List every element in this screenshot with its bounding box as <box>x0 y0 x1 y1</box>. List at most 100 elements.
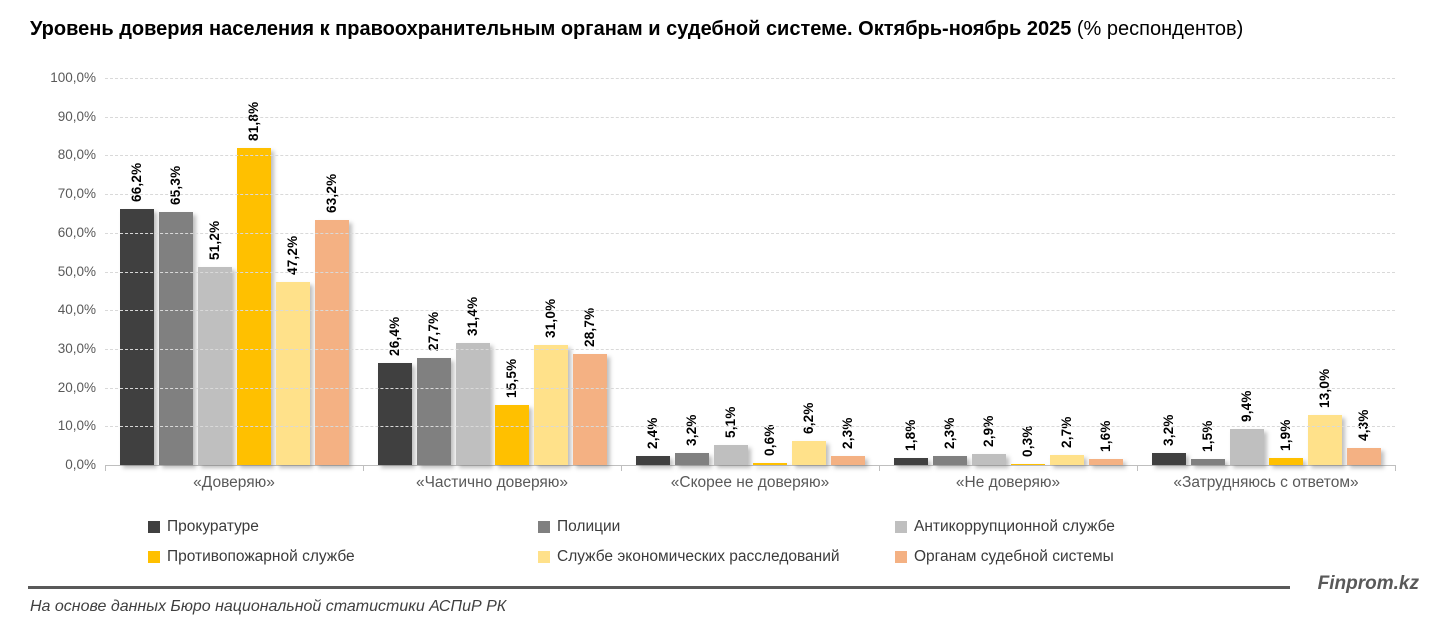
plot-area: 66,2% 65,3% 51,2% 81,8% 47,2% 63,2% 26,4% 27,7%… <box>105 78 1396 471</box>
bar: 31,4% <box>455 297 490 465</box>
bar: 4,3% <box>1346 410 1381 465</box>
y-axis-tick-label: 30,0% <box>57 340 96 356</box>
gridline <box>105 310 1395 312</box>
y-axis-tick-label: 20,0% <box>57 379 96 395</box>
gridline <box>105 155 1395 157</box>
bar-value-label: 31,4% <box>465 297 480 337</box>
bar-value-label: 27,7% <box>426 311 441 351</box>
bar-value-label: 31,0% <box>543 298 558 339</box>
footer-divider <box>28 586 1290 589</box>
bar: 0,6% <box>752 424 787 465</box>
bar: 2,4% <box>635 417 670 465</box>
bar-groups: 66,2% 65,3% 51,2% 81,8% 47,2% 63,2% 26,4% 27,7%… <box>105 78 1396 471</box>
legend: Прокуратуре Полиции Антикоррупционной служ… <box>148 518 1115 566</box>
legend-marker <box>148 551 160 563</box>
chart-title-suffix: (% респондентов) <box>1071 18 1244 40</box>
bar: 26,4% <box>377 317 412 465</box>
bar-value-label: 51,2% <box>207 220 222 260</box>
bar: 13,0% <box>1307 368 1342 465</box>
bar-value-label: 28,7% <box>582 307 597 347</box>
bar: 47,2% <box>275 236 310 465</box>
bar: 63,2% <box>314 174 349 465</box>
y-axis-tick-label: 0,0% <box>65 457 96 472</box>
bar: 65,3% <box>158 166 193 465</box>
bar-value-label: 1,6% <box>1098 420 1113 452</box>
category-label: «Частично доверяю» <box>415 474 569 491</box>
legend-label: Органам судебной системы <box>914 548 1114 565</box>
bar-value-label: 47,2% <box>285 236 300 276</box>
legend-item: Противопожарной службе <box>148 548 538 566</box>
source-note: На основе данных Бюро национальной стати… <box>30 598 507 615</box>
bar: 1,6% <box>1088 420 1123 465</box>
bar: 51,2% <box>197 221 232 465</box>
bar: 2,9% <box>971 415 1006 465</box>
bar-value-label: 5,1% <box>723 406 738 439</box>
gridline <box>105 78 1395 79</box>
legend-item: Антикоррупционной службе <box>895 518 1115 536</box>
bar: 9,4% <box>1229 390 1264 465</box>
bar: 5,1% <box>713 407 748 465</box>
legend-item: Полиции <box>538 518 895 536</box>
category-label: «Затрудняюсь с ответом» <box>1173 474 1359 491</box>
bar: 28,7% <box>572 308 607 465</box>
gridline <box>105 232 1395 234</box>
legend-label: Антикоррупционной службе <box>914 518 1115 535</box>
bar: 2,3% <box>830 418 865 465</box>
bar: 81,8% <box>236 102 271 465</box>
bar: 31,0% <box>533 299 568 465</box>
bar: 15,5% <box>494 359 529 465</box>
bar-value-label: 9,4% <box>1239 390 1254 422</box>
bar: 27,7% <box>416 312 451 465</box>
bar-value-label: 81,8% <box>246 102 261 142</box>
bar: 6,2% <box>791 402 826 465</box>
legend-marker <box>538 551 550 563</box>
bar-value-label: 0,3% <box>1020 425 1035 457</box>
bar-value-label: 66,2% <box>129 162 144 202</box>
bar-value-label: 2,4% <box>645 417 660 449</box>
legend-marker <box>538 521 550 533</box>
chart-title-main: Уровень доверия населения к правоохранит… <box>30 18 1072 40</box>
legend-label: Полиции <box>557 518 621 535</box>
legend-label: Службе экономических расследований <box>557 548 840 565</box>
legend-label: Прокуратуре <box>167 518 259 535</box>
gridline <box>105 194 1395 196</box>
legend-marker <box>895 551 907 563</box>
bar-value-label: 1,8% <box>903 419 918 452</box>
bar: 66,2% <box>119 163 154 465</box>
category-label: «Скорее не доверяю» <box>670 474 830 491</box>
bar: 1,8% <box>893 419 928 465</box>
brand-label: Finprom.kz <box>1317 573 1419 594</box>
gridline <box>105 271 1395 273</box>
bar-group: 26,4% 27,7% 31,4% 15,5% 31,0% 28,7% <box>363 78 622 471</box>
bar-group: 2,4% 3,2% 5,1% 0,6% 6,2% 2,3% <box>621 78 880 471</box>
y-axis-tick-label: 10,0% <box>57 418 96 434</box>
bar-value-label: 65,3% <box>168 166 183 206</box>
bar-value-label: 2,9% <box>981 415 996 447</box>
gridline <box>105 348 1395 350</box>
category-label: «Не доверяю» <box>955 474 1061 491</box>
bar: 1,5% <box>1190 421 1225 465</box>
bar-value-label: 3,2% <box>1161 414 1176 446</box>
bar: 2,3% <box>932 418 967 465</box>
category-label: «Доверяю» <box>193 474 275 491</box>
bar-value-label: 26,4% <box>387 316 402 356</box>
y-axis-tick-label: 40,0% <box>57 302 96 318</box>
legend-item: Прокуратуре <box>148 518 538 536</box>
legend-label: Противопожарной службе <box>167 548 355 565</box>
bar-value-label: 3,2% <box>684 414 699 446</box>
bar-group: 1,8% 2,3% 2,9% 0,3% 2,7% 1,6% <box>879 78 1138 471</box>
y-axis-tick-label: 80,0% <box>57 147 96 163</box>
bar-value-label: 0,6% <box>762 424 777 456</box>
legend-marker <box>895 521 907 533</box>
bar: 2,7% <box>1049 416 1084 465</box>
bar-value-label: 2,3% <box>840 417 855 450</box>
bar-value-label: 1,9% <box>1278 419 1293 451</box>
bar-value-label: 2,3% <box>942 417 957 450</box>
x-axis-category-labels: «Доверяю» «Частично доверяю» «Скорее не до… <box>105 474 1395 492</box>
legend-item: Службе экономических расследований <box>538 548 895 566</box>
bar-group: 3,2% 1,5% 9,4% 1,9% 13,0% 4,3% <box>1137 78 1396 471</box>
bar-value-label: 6,2% <box>801 402 816 435</box>
y-axis-tick-label: 70,0% <box>57 186 96 202</box>
bar: 3,2% <box>674 414 709 465</box>
gridline <box>105 116 1395 118</box>
